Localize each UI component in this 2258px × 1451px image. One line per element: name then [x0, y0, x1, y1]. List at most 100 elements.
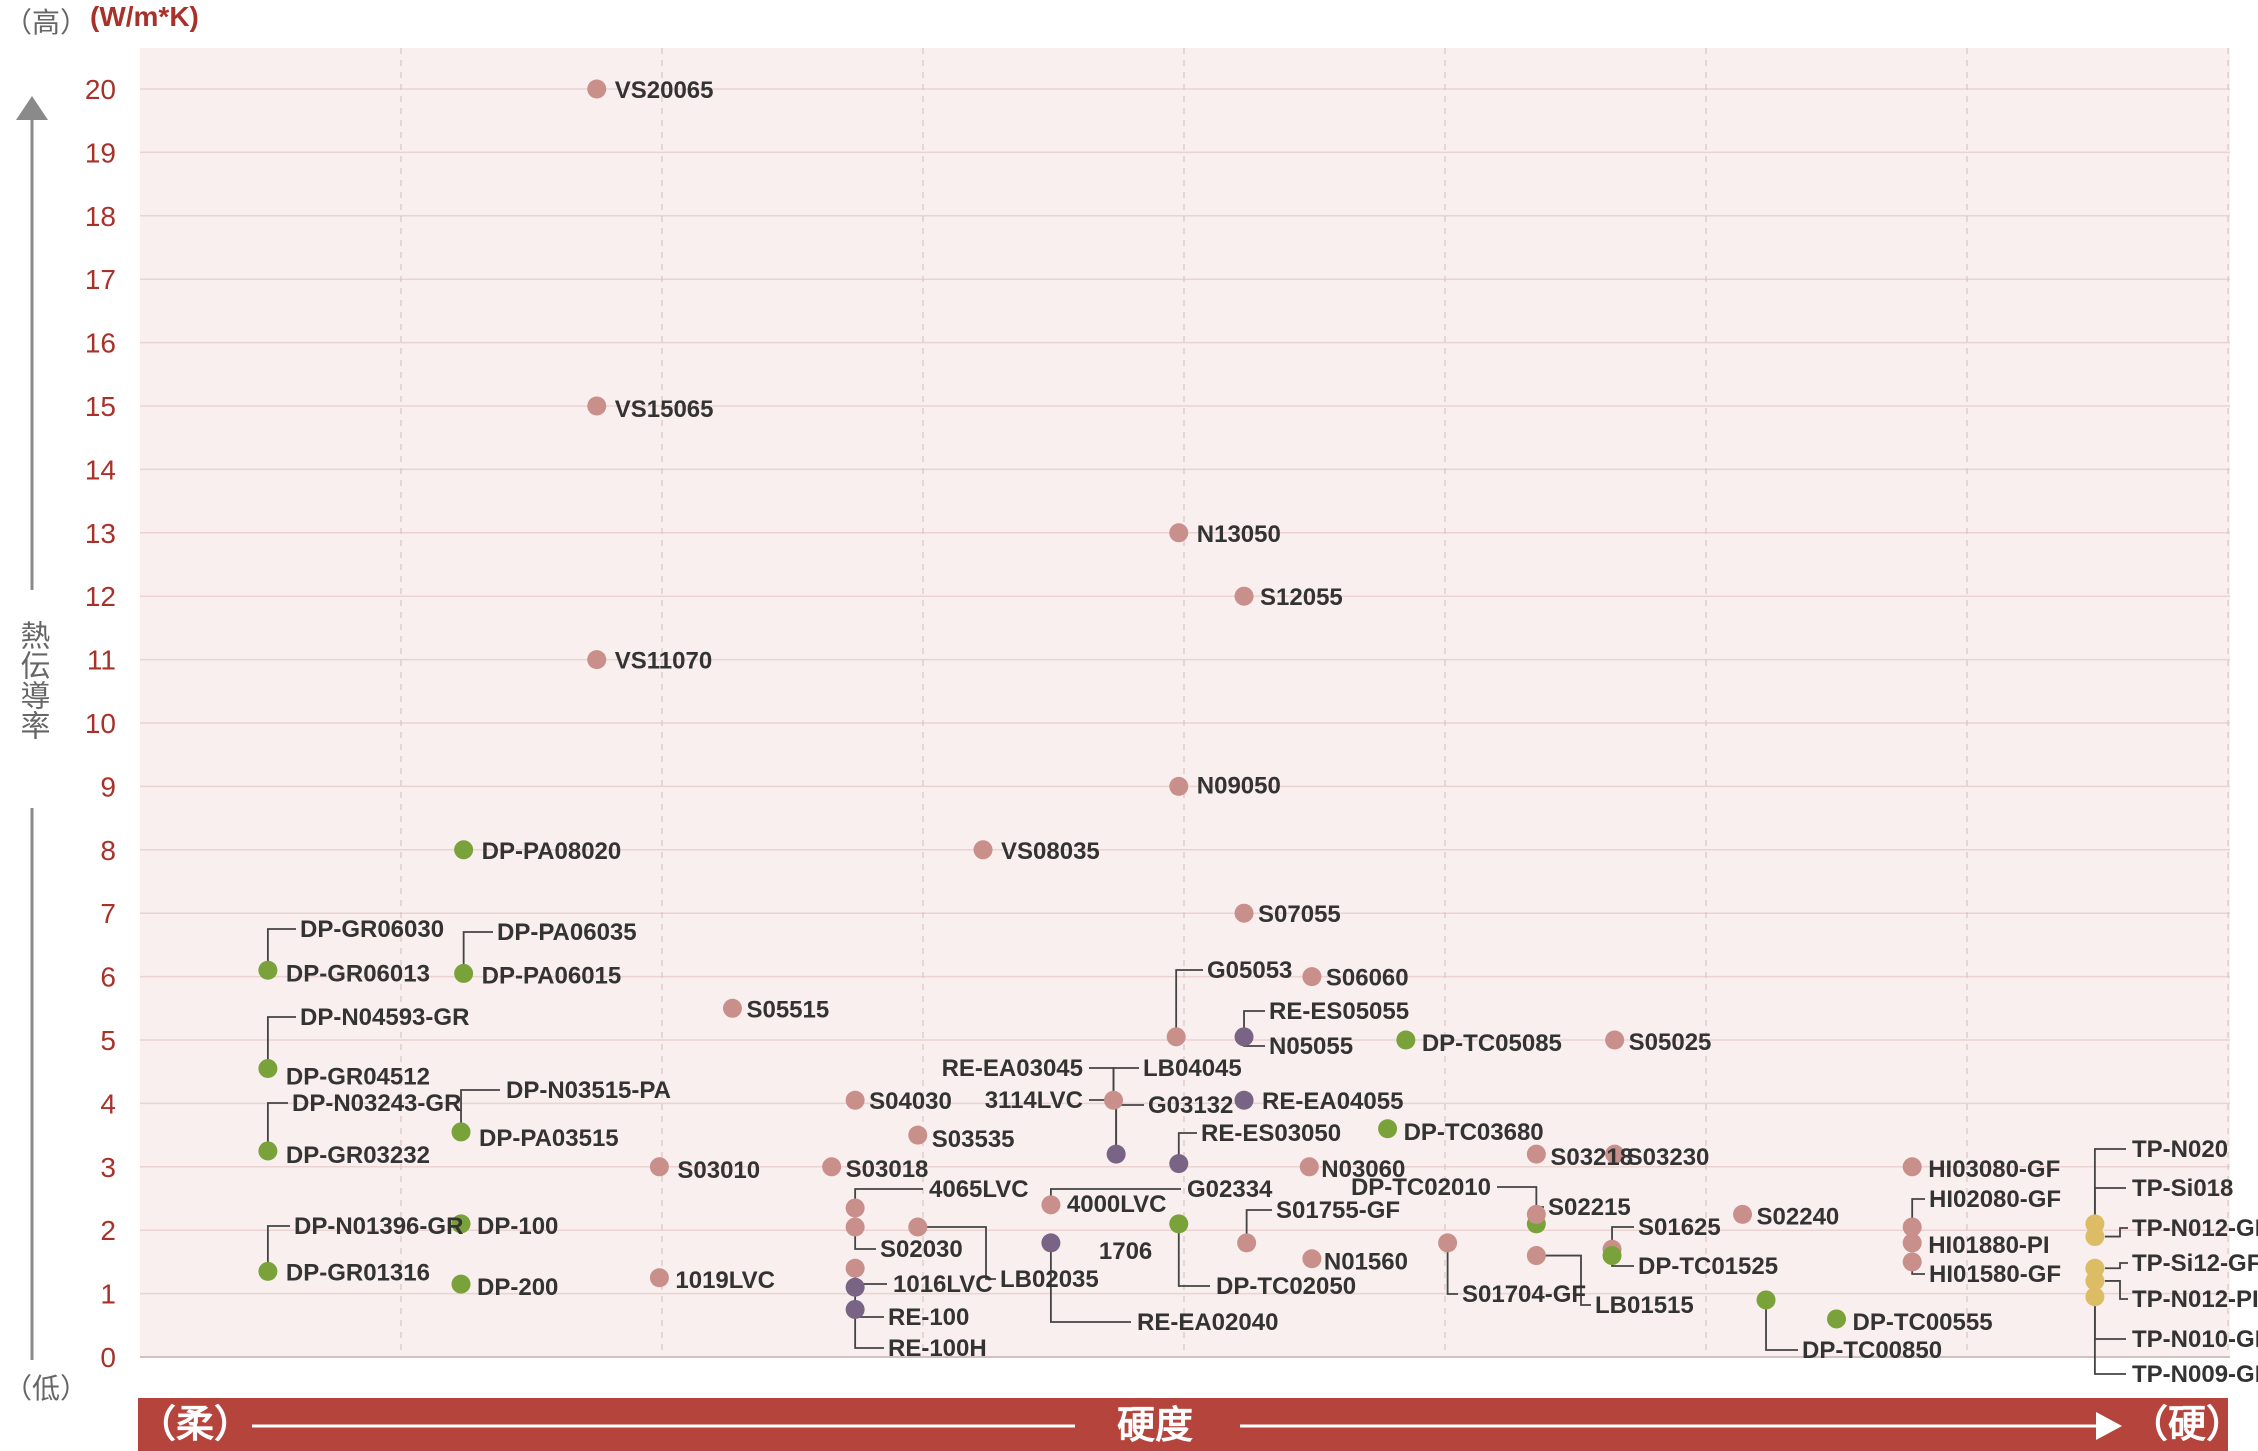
data-point [2085, 1271, 2105, 1291]
point-label: TP-N010-GF [2132, 1326, 2258, 1353]
y-axis-arrow-head [16, 96, 48, 120]
point-label: TP-N012-PI [2132, 1286, 2258, 1313]
y-tick-label: 20 [85, 74, 116, 105]
point-label: DP-PA03515 [479, 1125, 619, 1152]
point-label: LB04045 [1143, 1055, 1242, 1082]
point-label: DP-GR03232 [286, 1142, 430, 1169]
y-tick-label: 2 [100, 1215, 116, 1246]
data-point [1234, 903, 1254, 923]
data-point [822, 1157, 842, 1177]
point-label: S03535 [932, 1126, 1015, 1153]
leader-line [917, 1226, 996, 1280]
point-label: DP-TC03680 [1404, 1119, 1544, 1146]
data-point [1902, 1233, 1922, 1253]
point-label: DP-GR01316 [286, 1259, 430, 1286]
point-label: TP-N012-GF [2132, 1215, 2258, 1242]
y-tick-label: 17 [85, 264, 116, 295]
data-point [258, 1059, 278, 1079]
y-tick-label: 11 [87, 645, 116, 676]
data-point [1526, 1204, 1546, 1224]
point-label: RE-ES03050 [1201, 1120, 1341, 1147]
point-label: S04030 [869, 1088, 952, 1115]
data-point [258, 960, 278, 980]
leader-line [2104, 1280, 2128, 1300]
data-point [587, 79, 607, 99]
data-point [1526, 1246, 1546, 1266]
data-point [1041, 1233, 1061, 1253]
point-label: 1016LVC [893, 1271, 993, 1298]
data-point [1299, 1157, 1319, 1177]
y-axis-label: 熱伝導率 [15, 620, 51, 740]
point-label: G02334 [1187, 1176, 1273, 1203]
point-label: DP-PA08020 [482, 838, 622, 865]
data-point [649, 1268, 669, 1288]
point-label: 4000LVC [1067, 1191, 1167, 1218]
data-point [1041, 1195, 1061, 1215]
y-tick-label: 7 [100, 898, 116, 929]
data-point [1234, 1027, 1254, 1047]
point-label: RE-100 [888, 1304, 969, 1331]
data-points [258, 79, 2105, 1329]
point-label: N01560 [1324, 1249, 1408, 1276]
data-point [454, 963, 474, 983]
data-point [1169, 1214, 1189, 1234]
y-tick-label: 19 [85, 137, 116, 168]
y-tick-label: 8 [100, 835, 116, 866]
point-label: VS11070 [615, 648, 712, 675]
data-point [845, 1090, 865, 1110]
leader-line [266, 928, 296, 971]
leader-line [1177, 1223, 1210, 1287]
data-point [1378, 1119, 1398, 1139]
point-label: DP-200 [477, 1274, 558, 1301]
point-label: 1706 [1099, 1238, 1152, 1265]
data-point [649, 1157, 669, 1177]
point-label: S12055 [1260, 584, 1343, 611]
point-label: DP-N04593-GR [300, 1004, 469, 1031]
point-label: DP-TC02010 [1351, 1174, 1491, 1201]
point-label: DP-100 [477, 1213, 558, 1240]
point-label: HI01880-PI [1928, 1232, 2049, 1259]
point-label: VS15065 [615, 396, 714, 423]
point-label: 4065LVC [929, 1176, 1029, 1203]
data-point [1605, 1144, 1625, 1164]
point-label: S03018 [846, 1156, 929, 1183]
y-tick-label: 4 [100, 1088, 116, 1119]
y-axis-unit: (W/m*K) [90, 1, 199, 32]
point-label: DP-PA06015 [482, 962, 622, 989]
point-label: S05515 [746, 996, 829, 1023]
point-label: 1019LVC [675, 1267, 775, 1294]
x-axis-left-label: （柔） [138, 1402, 252, 1446]
point-label: G03132 [1148, 1092, 1233, 1119]
y-tick-label: 18 [85, 201, 116, 232]
leader-line [2093, 1296, 2126, 1375]
leader-line [1536, 1254, 1591, 1306]
y-tick-label: 1 [100, 1279, 116, 1310]
point-label: TP-Si018 [2132, 1175, 2233, 1202]
y-tick-label: 9 [100, 771, 116, 802]
data-point [1756, 1290, 1776, 1310]
y-tick-label: 16 [85, 328, 116, 359]
leader-line [1177, 1132, 1197, 1164]
data-point [1602, 1246, 1622, 1266]
data-point [1169, 1154, 1189, 1174]
point-label: N09050 [1197, 772, 1281, 799]
point-label: S03230 [1627, 1144, 1710, 1171]
data-point [1902, 1157, 1922, 1177]
data-point [258, 1141, 278, 1161]
data-point [1169, 523, 1189, 543]
data-point [451, 1214, 471, 1234]
point-label: N03060 [1321, 1156, 1405, 1183]
point-label: RE-EA04055 [1262, 1088, 1403, 1115]
point-label: DP-TC00850 [1802, 1337, 1942, 1364]
leader-line [1049, 1242, 1131, 1323]
x-axis-label: 硬度 [1117, 1403, 1193, 1447]
data-point [1302, 967, 1322, 987]
y-axis-top-label: （高） [4, 6, 88, 39]
leader-line [1765, 1299, 1798, 1351]
data-point [845, 1258, 865, 1278]
point-label: G05053 [1207, 957, 1292, 984]
point-label: HI03080-GF [1928, 1156, 2060, 1183]
y-tick-label: 0 [100, 1342, 116, 1373]
point-labels: VS20065 VS15065 VS11070 N13050 S12055 N09050 D… [286, 77, 2258, 1388]
